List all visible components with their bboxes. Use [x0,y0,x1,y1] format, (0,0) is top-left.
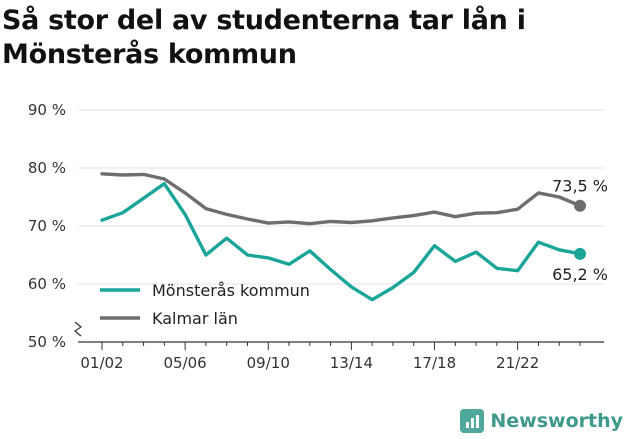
x-tick-label: 21/22 [496,354,539,372]
legend: Mönsterås kommun Kalmar län [100,281,310,328]
brand-name: Newsworthy [490,410,623,432]
chart-title: Så stor del av studenterna tar lån i Mön… [2,5,526,70]
brand-logo: Newsworthy [460,409,623,433]
series-line [100,172,582,226]
end-label: 65,2 % [552,265,608,284]
series-line [100,182,582,302]
series-lines: 73,5 % 65,2 % [100,172,608,302]
series-end-point [574,199,586,212]
y-tick-label: 80 % [28,159,66,177]
x-axis: 01/02 05/06 09/10 13/14 17/18 21/22 [78,341,604,372]
end-label: 73,5 % [552,177,608,196]
y-tick-label: 50 % [28,333,66,351]
x-tick-label: 09/10 [247,354,290,372]
x-tick-label: 05/06 [164,354,207,372]
legend-label: Mönsterås kommun [152,281,310,300]
bar-chart-icon [460,409,485,433]
x-tick-label: 13/14 [330,354,373,372]
x-tick-label: 01/02 [80,354,123,372]
y-tick-label: 70 % [28,217,66,235]
y-tick-label: 90 % [28,101,66,119]
legend-label: Kalmar län [152,309,238,328]
series-end-point [574,247,586,260]
y-axis: 50 % 60 % 70 % 80 % 90 % [28,101,83,351]
grid [78,109,604,285]
x-tick-label: 17/18 [413,354,456,372]
y-tick-label: 60 % [28,275,66,293]
axis-break-icon [73,321,83,337]
